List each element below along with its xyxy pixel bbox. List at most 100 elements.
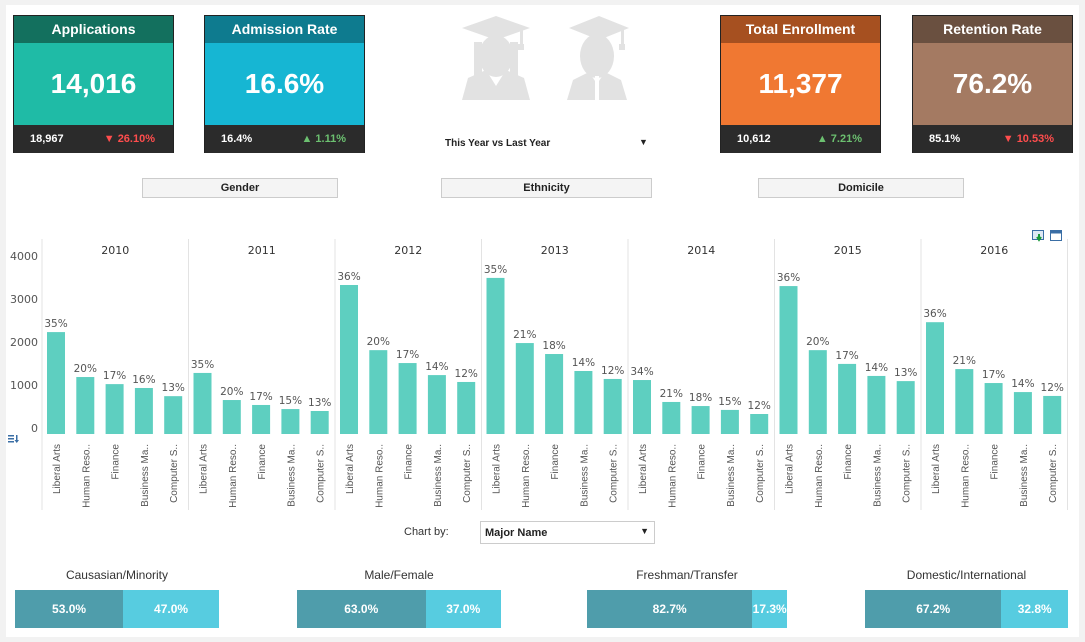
split-segment-a: 67.2% [865,590,1002,628]
category-label: Business Ma.. [1019,444,1030,507]
category-label: Liberal Arts [492,444,503,494]
bar-label: 21% [513,329,536,341]
bar-label: 17% [982,369,1005,381]
chart-by-select[interactable]: Major Name ▼ [480,521,655,544]
category-label: Human Reso.. [81,444,92,508]
gender-button[interactable]: Gender [142,178,338,198]
kpi-value: 76.2% [913,43,1072,125]
bar-2016-2 [984,383,1003,434]
bar-2011-2 [252,404,271,434]
category-label: Human Reso.. [521,444,532,508]
panel-title-2013: 2013 [541,244,569,257]
category-label: Business Ma.. [726,444,737,507]
bar-label: 20% [806,336,829,348]
bar-2010-2 [105,384,124,434]
y-tick-label: 0 [31,422,38,435]
kpi-previous: 85.1% [929,133,961,145]
bar-2016-0 [926,322,944,434]
bar-label: 14% [572,357,595,369]
bar-label: 12% [455,368,478,380]
bar-label: 13% [308,397,331,409]
bar-label: 18% [689,392,712,404]
bar-2013-4 [603,378,622,434]
category-label: Liberal Arts [638,444,649,494]
kpi-previous: 16.4% [221,133,253,145]
kpi-change-value: 10.53% [1016,133,1054,145]
bar-label: 14% [865,362,888,374]
split-title: Causasian/Minority [65,568,169,582]
category-label: Business Ma.. [433,444,444,507]
split-title: Male/Female [364,568,434,582]
bar-label: 15% [718,396,741,408]
bar-2015-1 [808,350,827,434]
bar-2010-4 [164,396,183,434]
bar-2010-0 [47,332,65,434]
kpi-title: Total Enrollment [721,16,880,43]
bar-2014-1 [662,401,681,434]
bar-2012-0 [340,285,358,434]
category-label: Computer S.. [169,444,180,503]
category-label: Finance [990,444,1001,480]
bar-2013-3 [574,371,593,434]
bar-label: 36% [337,271,360,283]
split-bar: 82.7% 17.3% [587,590,787,628]
bar-label: 13% [894,367,917,379]
category-label: Liberal Arts [52,444,63,494]
kpi-change: ▲ 1.11% [301,133,346,145]
category-label: Computer S.. [902,444,913,503]
panel-title-2010: 2010 [101,244,129,257]
category-label: Business Ma.. [286,444,297,507]
bar-label: 12% [748,400,771,412]
bar-2014-0 [633,380,651,434]
category-label: Computer S.. [609,444,620,503]
bar-2015-2 [838,363,857,434]
split-bar: 63.0% 37.0% [297,590,501,628]
kpi-applications: Applications 14,016 18,967 ▼ 26.10% [13,15,174,153]
y-tick-label: 1000 [10,379,38,392]
split-segment-b: 17.3% [752,590,787,628]
category-label: Finance [257,444,268,480]
male-graduate-icon [567,16,629,100]
bar-2012-3 [427,375,446,434]
bar-label: 20% [367,336,390,348]
kpi-title: Admission Rate [205,16,364,43]
category-label: Finance [697,444,708,480]
split-segment-b: 32.8% [1001,590,1068,628]
panel-title-2016: 2016 [980,244,1008,257]
category-label: Business Ma.. [140,444,151,507]
split-bar: 67.2% 32.8% [865,590,1068,628]
kpi-change: ▼ 26.10% [103,133,155,145]
bar-label: 12% [601,365,624,377]
bar-label: 36% [923,308,946,320]
kpi-change-value: 26.10% [117,133,155,145]
maximize-icon[interactable] [1050,230,1063,242]
bar-label: 35% [484,264,507,276]
chart-by-selected: Major Name [485,527,548,539]
category-label: Liberal Arts [345,444,356,494]
sort-icon[interactable] [8,434,20,444]
kpi-previous: 18,967 [30,133,64,145]
category-label: Liberal Arts [199,444,210,494]
category-label: Finance [111,444,122,480]
comparison-selected: This Year vs Last Year [445,138,551,149]
bar-label: 17% [835,350,858,362]
kpi-change-value: 1.11% [315,133,346,145]
bar-2016-4 [1043,395,1062,434]
kpi-total-enrollment: Total Enrollment 11,377 10,612 ▲ 7.21% [720,15,881,153]
kpi-value: 11,377 [721,43,880,125]
ethnicity-button[interactable]: Ethnicity [441,178,652,198]
comparison-dropdown[interactable]: This Year vs Last Year ▼ [440,134,652,152]
domicile-button[interactable]: Domicile [758,178,964,198]
kpi-change-value: 7.21% [830,133,862,145]
panel-title-2012: 2012 [394,244,422,257]
bar-2011-3 [281,409,300,434]
panel-title-2011: 2011 [248,244,276,257]
export-icon[interactable] [1032,230,1045,242]
bar-2011-1 [222,400,241,434]
split-title: Domestic/International [906,568,1027,582]
bar-2012-1 [369,350,388,434]
kpi-change: ▼ 10.53% [1002,133,1054,145]
split-bar: 53.0% 47.0% [15,590,219,628]
bar-label: 17% [396,349,419,361]
split-segment-a: 63.0% [297,590,426,628]
